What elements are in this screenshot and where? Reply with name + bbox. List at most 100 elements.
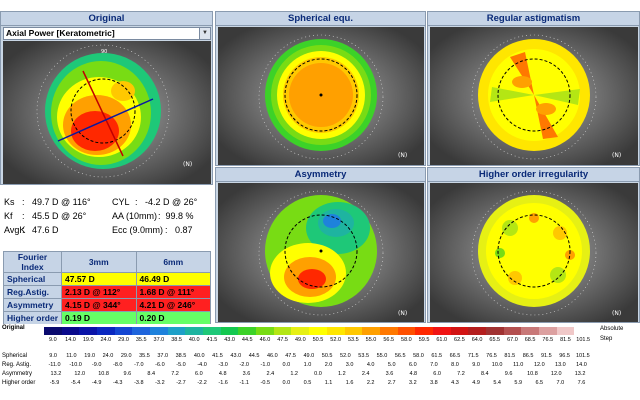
scale-row-value: 9.0	[472, 362, 480, 368]
scale-original-value: 61.0	[436, 337, 448, 343]
scale-row-value: 14.0	[576, 362, 587, 368]
scale-original-value: 35.5	[135, 337, 147, 343]
color-swatch	[132, 327, 151, 335]
color-swatch	[344, 327, 363, 335]
scale-row-value: -1.1	[239, 380, 249, 386]
color-swatch	[238, 327, 257, 335]
scale-row-value: 8.4	[147, 371, 156, 377]
scale-row-value: 66.5	[449, 353, 461, 359]
original-title: Original	[1, 12, 212, 26]
chevron-down-icon[interactable]: ▼	[199, 28, 210, 39]
color-swatch	[44, 327, 63, 335]
higher-order-map[interactable]: (N)	[430, 183, 638, 322]
scale-row-value: -2.7	[176, 380, 186, 386]
scale-row-value: 0.0	[282, 380, 291, 386]
scale-row-value: 3.6	[385, 371, 394, 377]
scale-row-value: 3.6	[242, 371, 251, 377]
color-swatch	[485, 327, 505, 335]
fourier-value-6mm: 4.21 D @ 246°	[135, 298, 211, 312]
color-swatch	[79, 327, 98, 335]
scale-original-value: 46.0	[259, 337, 271, 343]
map-type-select[interactable]: Axial Power [Keratometric] ▼	[3, 27, 211, 40]
scale-original-value: 24.0	[100, 337, 112, 343]
scale-row-value: 4.9	[472, 380, 480, 386]
scale-original-value: 50.5	[312, 337, 324, 343]
scale-original-value: 62.5	[454, 337, 465, 343]
color-swatch	[203, 327, 222, 335]
scale-row-value: -2.2	[197, 380, 207, 386]
scale-row-value: 2.4	[361, 371, 370, 377]
color-swatch	[521, 327, 540, 335]
fourier-row: Reg.Astig. 2.13 D @ 112° 1.68 D @ 111°	[3, 285, 211, 299]
scale-row-value: -8.0	[113, 362, 123, 368]
ecc-label: Ecc (9.0mm)	[112, 225, 164, 235]
scale-step-label: Step	[600, 336, 613, 342]
scale-row-value: -5.0	[176, 362, 186, 368]
scale-row-value: 8.0	[451, 362, 459, 368]
scale-row-value: 53.5	[358, 353, 370, 359]
color-swatch	[97, 327, 116, 335]
avgk-value: : 47.6 D	[22, 225, 59, 235]
scale-row-value: 81.5	[504, 353, 516, 359]
spherical-map[interactable]: (N)	[218, 27, 424, 165]
fourier-header-label: Fourier Index	[3, 251, 62, 273]
original-panel: Original Axial Power [Keratometric] ▼ 90…	[0, 11, 213, 185]
scale-original-label: Original	[2, 325, 25, 331]
original-eye-label: (N)	[183, 161, 192, 168]
original-map[interactable]: 90 (N)	[3, 41, 211, 184]
spherical-eye-label: (N)	[398, 152, 407, 159]
regular-astigmatism-map[interactable]: (N)	[430, 27, 638, 165]
color-swatch	[379, 327, 399, 335]
color-swatch	[256, 327, 275, 335]
ecc-value: : 0.87	[165, 225, 193, 235]
scale-row-value: 71.5	[467, 353, 479, 359]
scale-row-value: 10.0	[491, 362, 503, 368]
scale-row-value: -1.6	[218, 380, 228, 386]
asymmetry-map[interactable]: (N)	[218, 183, 424, 322]
regular-astigmatism-eye-label: (N)	[612, 152, 621, 159]
scale-row-value: 19.0	[84, 353, 96, 359]
scale-row-value: 6.5	[535, 380, 544, 386]
scale-row-value: -6.0	[155, 362, 165, 368]
scale-row-value: 7.0	[556, 380, 565, 386]
scale-row-value: 1.2	[337, 371, 346, 377]
scale-row-value: 29.0	[120, 353, 132, 359]
higher-order-panel: Higher order irregularity (N)	[427, 167, 640, 323]
scale-row-value: -10.0	[69, 362, 82, 368]
scale-row-value: 3.2	[409, 380, 417, 386]
scale-row-value: 41.5	[212, 353, 223, 359]
scale-row-label: Asymmetry	[2, 371, 32, 377]
scale-row-value: 0.0	[314, 371, 322, 377]
scale-row-value: -4.3	[113, 380, 123, 386]
scale-absolute-label: Absolute	[600, 326, 624, 332]
ks-label: Ks	[4, 197, 15, 207]
scale-row-value: 10.8	[527, 371, 538, 377]
scale-row-value: 12.0	[533, 362, 545, 368]
scale-row-value: -11.0	[48, 362, 61, 368]
scale-row-value: 9.6	[504, 371, 513, 377]
scale-row-value: 24.0	[102, 353, 114, 359]
scale-row-value: 55.0	[376, 353, 388, 359]
scale-row-value: 7.0	[430, 362, 438, 368]
color-swatch	[450, 327, 469, 335]
fourier-value-3mm: 2.13 D @ 112°	[61, 285, 137, 299]
scale-row-value: -1.0	[260, 362, 271, 368]
fourier-header-6mm: 6mm	[135, 251, 211, 273]
scale-row-value: 61.5	[431, 353, 443, 359]
scale-row-value: 12.0	[74, 371, 86, 377]
fourier-row: Spherical 47.57 D 46.49 D	[3, 272, 211, 286]
higher-order-title: Higher order irregularity	[428, 168, 639, 182]
scale-row-value: 1.1	[324, 380, 333, 386]
scale-row-value: 91.5	[540, 353, 552, 359]
scale-row-value: 2.4	[266, 371, 275, 377]
scale-row-value: 47.5	[285, 353, 296, 359]
color-swatch	[362, 327, 381, 335]
scale-row-value: 101.5	[575, 353, 590, 359]
scale-row-value: 4.8	[218, 371, 227, 377]
spherical-panel: Spherical equ. (N)	[215, 11, 426, 166]
scale-original-value: 55.0	[365, 337, 377, 343]
color-swatch	[432, 327, 452, 335]
scale-original-value: 59.5	[418, 337, 430, 343]
scale-row-value: 10.8	[98, 371, 109, 377]
color-swatch	[326, 327, 345, 335]
